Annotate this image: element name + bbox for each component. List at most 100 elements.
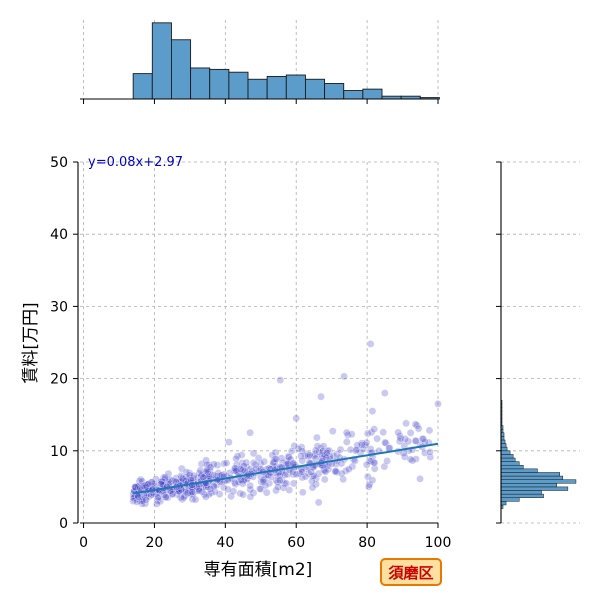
scatter-point bbox=[275, 471, 284, 480]
scatter-point bbox=[332, 468, 341, 477]
scatter-point bbox=[310, 472, 319, 480]
scatter-point bbox=[367, 428, 376, 437]
scatter-point bbox=[352, 445, 361, 454]
scatter-point bbox=[153, 496, 162, 505]
scatter-point bbox=[272, 455, 281, 464]
scatter-point bbox=[292, 414, 301, 423]
scatter-point bbox=[129, 497, 138, 505]
scatter-point bbox=[129, 494, 138, 502]
histogram-bar bbox=[500, 483, 557, 488]
scatter-point bbox=[276, 376, 285, 384]
histogram-bar bbox=[500, 439, 506, 444]
scatter-point bbox=[249, 459, 258, 467]
scatter-point bbox=[279, 483, 288, 492]
scatter-point bbox=[191, 495, 200, 504]
histogram-bar bbox=[500, 497, 520, 502]
scatter-point bbox=[142, 495, 151, 504]
scatter-point bbox=[434, 400, 442, 408]
scatter-point bbox=[313, 442, 322, 451]
scatter-point bbox=[249, 489, 258, 497]
marginal-histogram-y bbox=[496, 161, 580, 524]
scatter-point bbox=[411, 420, 420, 429]
scatter-point bbox=[406, 429, 415, 437]
histogram-bar bbox=[362, 88, 383, 100]
scatter-point bbox=[239, 490, 247, 499]
scatter-point bbox=[246, 492, 255, 501]
histogram-bar bbox=[151, 22, 172, 100]
histogram-bar bbox=[500, 472, 560, 477]
scatter-point bbox=[359, 445, 368, 454]
scatter-point bbox=[153, 500, 161, 508]
scatter-point bbox=[313, 433, 321, 442]
y-tick-label: 50 bbox=[50, 155, 68, 171]
scatter-point bbox=[131, 483, 140, 492]
histogram-bar bbox=[500, 490, 542, 495]
histogram-bar bbox=[500, 468, 538, 473]
scatter-point bbox=[362, 438, 371, 447]
histogram-bar bbox=[500, 450, 511, 455]
scatter-point bbox=[379, 428, 388, 437]
scatter-point bbox=[321, 467, 330, 476]
scatter-point bbox=[342, 438, 351, 446]
histogram-bar bbox=[500, 461, 520, 466]
scatter-point bbox=[425, 426, 434, 435]
scatter-point bbox=[308, 483, 317, 492]
scatter-point bbox=[161, 493, 170, 502]
scatter-point bbox=[368, 407, 377, 415]
scatter-point bbox=[236, 465, 245, 473]
scatter-point bbox=[188, 488, 196, 496]
scatter-point bbox=[342, 428, 351, 437]
axis-titles: 専有面積[m2] 賃料[万円] bbox=[21, 302, 312, 580]
scatter-point bbox=[298, 456, 307, 465]
histogram-bar bbox=[500, 486, 569, 491]
scatter-point bbox=[227, 492, 235, 501]
scatter-point bbox=[206, 463, 215, 472]
histogram-bar bbox=[170, 39, 192, 100]
histogram-bar bbox=[132, 73, 153, 100]
histogram-bar bbox=[500, 501, 507, 506]
scatter-point bbox=[219, 483, 228, 492]
scatter-point bbox=[365, 480, 374, 489]
marginal-histogram-x bbox=[80, 20, 440, 104]
scatter-point bbox=[246, 428, 254, 437]
scatter-point bbox=[370, 464, 379, 473]
x-tick-label: 80 bbox=[358, 535, 376, 551]
scatter-point bbox=[196, 466, 205, 475]
scatter-point bbox=[289, 479, 298, 488]
scatter-point bbox=[381, 438, 389, 447]
scatter-point bbox=[178, 474, 187, 483]
scatter-point bbox=[286, 455, 295, 464]
scatter-point bbox=[199, 473, 208, 482]
histogram-bar bbox=[343, 90, 364, 100]
scatter-point bbox=[380, 462, 389, 471]
scatter-point bbox=[345, 465, 353, 474]
scatter-point bbox=[168, 489, 177, 498]
scatter-point bbox=[259, 476, 268, 485]
scatter-point bbox=[262, 488, 271, 497]
scatter-point bbox=[358, 441, 366, 449]
histogram-bar bbox=[304, 78, 326, 100]
scatter-point bbox=[249, 449, 258, 458]
histogram-bar bbox=[247, 78, 268, 100]
scatter-point bbox=[133, 498, 141, 506]
histogram-bar bbox=[228, 71, 249, 100]
regression-equation: y=0.08x+2.97 bbox=[88, 155, 183, 170]
scatter-point bbox=[406, 455, 415, 464]
histogram-bar bbox=[500, 454, 514, 459]
scatter-point bbox=[383, 457, 391, 465]
x-tick-label: 40 bbox=[216, 535, 234, 551]
scatter-point bbox=[362, 460, 371, 469]
scatter-point bbox=[254, 454, 263, 462]
scatter-point bbox=[195, 486, 204, 495]
scatter-point bbox=[222, 459, 231, 467]
scatter-point bbox=[340, 372, 348, 381]
y-axis-title: 賃料[万円] bbox=[21, 302, 41, 383]
x-tick-label: 20 bbox=[146, 535, 164, 551]
scatter-point bbox=[285, 486, 294, 494]
scatter-point bbox=[370, 425, 379, 433]
scatter-point bbox=[141, 499, 150, 508]
scatter-point bbox=[224, 485, 232, 494]
scatter-point bbox=[416, 475, 424, 483]
x-tick-label: 0 bbox=[79, 535, 88, 551]
